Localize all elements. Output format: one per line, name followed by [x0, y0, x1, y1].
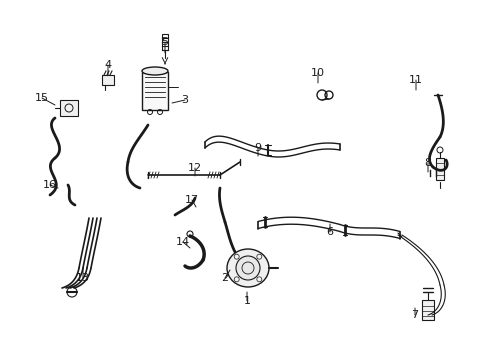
Text: 3: 3 — [181, 95, 188, 105]
Text: 7: 7 — [410, 310, 418, 320]
Text: 12: 12 — [187, 163, 202, 173]
Bar — [421, 300, 433, 320]
Circle shape — [236, 256, 260, 280]
Text: 16: 16 — [43, 180, 57, 190]
Text: 6: 6 — [326, 227, 333, 237]
Text: 13: 13 — [76, 273, 90, 283]
Ellipse shape — [226, 249, 268, 287]
Text: 4: 4 — [104, 60, 111, 70]
Bar — [435, 158, 443, 180]
Bar — [142, 72, 168, 110]
Text: 15: 15 — [35, 93, 49, 103]
Text: 5: 5 — [161, 37, 168, 47]
Text: 1: 1 — [243, 296, 250, 306]
Bar — [102, 75, 114, 85]
Text: 10: 10 — [310, 68, 325, 78]
Bar — [60, 100, 78, 116]
Text: 2: 2 — [221, 273, 228, 283]
Text: 14: 14 — [176, 237, 190, 247]
Text: 17: 17 — [184, 195, 199, 205]
Ellipse shape — [142, 67, 168, 75]
Text: 9: 9 — [254, 143, 261, 153]
Bar — [162, 34, 168, 50]
Text: 8: 8 — [424, 158, 431, 168]
Text: 11: 11 — [408, 75, 422, 85]
